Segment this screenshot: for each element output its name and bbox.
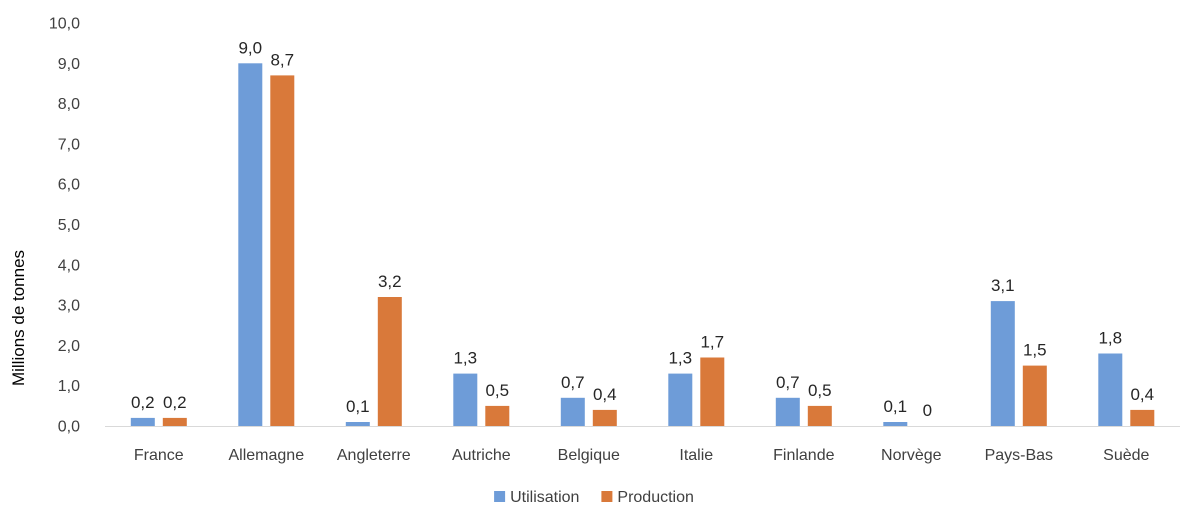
x-tick-label: Italie <box>679 447 713 464</box>
data-label: 1,3 <box>453 349 477 368</box>
y-tick-label: 7,0 <box>58 136 80 153</box>
x-tick-label: Belgique <box>558 447 620 464</box>
bar-utilisation-belgique <box>560 397 585 426</box>
y-tick-label: 10,0 <box>49 16 80 33</box>
x-tick-label: Norvège <box>881 447 942 464</box>
bar-utilisation-suède <box>1098 353 1123 426</box>
data-label: 0,2 <box>131 393 155 412</box>
x-axis-categories: France Allemagne Angleterre Autriche Belgiqu… <box>134 447 1150 464</box>
x-tick-label: France <box>134 447 184 464</box>
bar-production-finlande <box>807 405 832 426</box>
bar-utilisation-france <box>130 417 155 426</box>
y-tick-label: 6,0 <box>58 177 80 194</box>
y-tick-label: 8,0 <box>58 96 80 113</box>
legend-label: Utilisation <box>510 489 579 506</box>
bar-utilisation-allemagne <box>238 63 263 427</box>
bar-production-pays-bas <box>1022 365 1047 426</box>
y-tick-label: 5,0 <box>58 217 80 234</box>
y-tick-label: 4,0 <box>58 257 80 274</box>
data-label: 0,1 <box>883 397 907 416</box>
y-tick-label: 2,0 <box>58 338 80 355</box>
data-label: 0,5 <box>808 381 832 400</box>
data-label: 0,4 <box>1130 385 1154 404</box>
data-label: 1,7 <box>700 333 724 352</box>
data-label: 0,2 <box>163 393 187 412</box>
y-axis-title: Millions de tonnes <box>9 250 28 386</box>
data-label: 3,2 <box>378 272 402 291</box>
data-label: 1,3 <box>668 349 692 368</box>
data-label: 1,8 <box>1098 329 1122 348</box>
bar-utilisation-norvège <box>883 422 908 426</box>
data-label: 0,7 <box>561 373 585 392</box>
x-tick-label: Pays-Bas <box>985 447 1053 464</box>
data-label: 0 <box>923 401 932 420</box>
bar-production-autriche <box>485 405 510 426</box>
bar-production-belgique <box>592 409 617 426</box>
data-labels: 0,2 0,2 9,0 8,7 0,1 3,2 1,3 0,5 0,7 0,4 1,3 1,7 0,7 0… <box>131 38 1154 420</box>
data-label: 0,4 <box>593 385 617 404</box>
legend-swatch-production <box>601 491 613 502</box>
y-tick-label: 0,0 <box>58 419 80 436</box>
legend-swatch-utilisation <box>494 491 506 502</box>
x-tick-label: Allemagne <box>228 447 304 464</box>
x-tick-label: Suède <box>1103 447 1149 464</box>
bar-utilisation-italie <box>668 373 693 426</box>
data-label: 8,7 <box>270 50 294 69</box>
bar-production-allemagne <box>270 75 295 427</box>
y-axis-ticks: 0,0 1,0 2,0 3,0 4,0 5,0 6,0 7,0 8,0 9,0 10,0 <box>49 16 80 436</box>
data-label: 9,0 <box>238 38 262 57</box>
y-tick-label: 9,0 <box>58 56 80 73</box>
bar-utilisation-pays-bas <box>990 301 1015 426</box>
x-tick-label: Autriche <box>452 447 511 464</box>
bar-utilisation-finlande <box>775 397 800 426</box>
data-label: 0,5 <box>485 381 509 400</box>
data-label: 0,7 <box>776 373 800 392</box>
bar-production-angleterre <box>377 297 402 426</box>
x-tick-label: Finlande <box>773 447 834 464</box>
y-tick-label: 3,0 <box>58 298 80 315</box>
data-label: 1,5 <box>1023 341 1047 360</box>
y-axis-title-group: Millions de tonnes <box>9 250 28 386</box>
bars <box>130 63 1155 427</box>
x-tick-label: Angleterre <box>337 447 411 464</box>
data-label: 0,1 <box>346 397 370 416</box>
data-label: 3,1 <box>991 276 1015 295</box>
bar-production-italie <box>700 357 725 426</box>
y-tick-label: 1,0 <box>58 378 80 395</box>
bar-utilisation-autriche <box>453 373 478 426</box>
bar-utilisation-angleterre <box>345 422 370 426</box>
bar-production-suède <box>1130 409 1155 426</box>
legend-label: Production <box>617 489 694 506</box>
bar-production-france <box>162 417 187 426</box>
legend: Utilisation Production <box>494 489 694 506</box>
